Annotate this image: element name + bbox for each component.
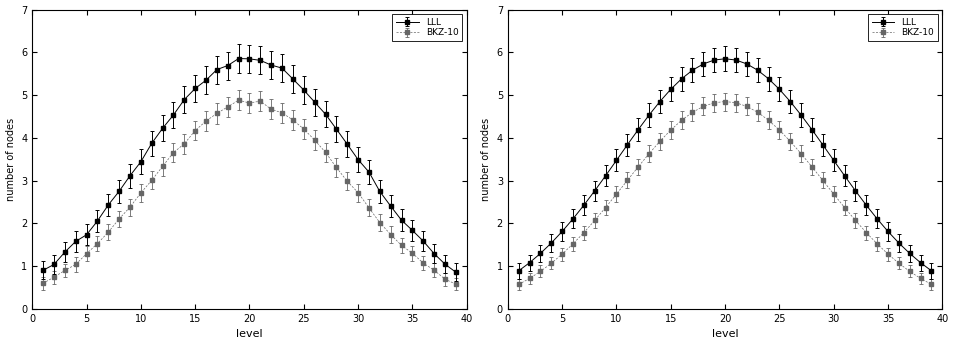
Y-axis label: number of nodes: number of nodes (480, 118, 491, 201)
Legend: LLL, BKZ-10: LLL, BKZ-10 (392, 14, 461, 41)
Legend: LLL, BKZ-10: LLL, BKZ-10 (867, 14, 937, 41)
Y-axis label: number of nodes: number of nodes (6, 118, 15, 201)
X-axis label: level: level (711, 329, 738, 339)
X-axis label: level: level (236, 329, 262, 339)
